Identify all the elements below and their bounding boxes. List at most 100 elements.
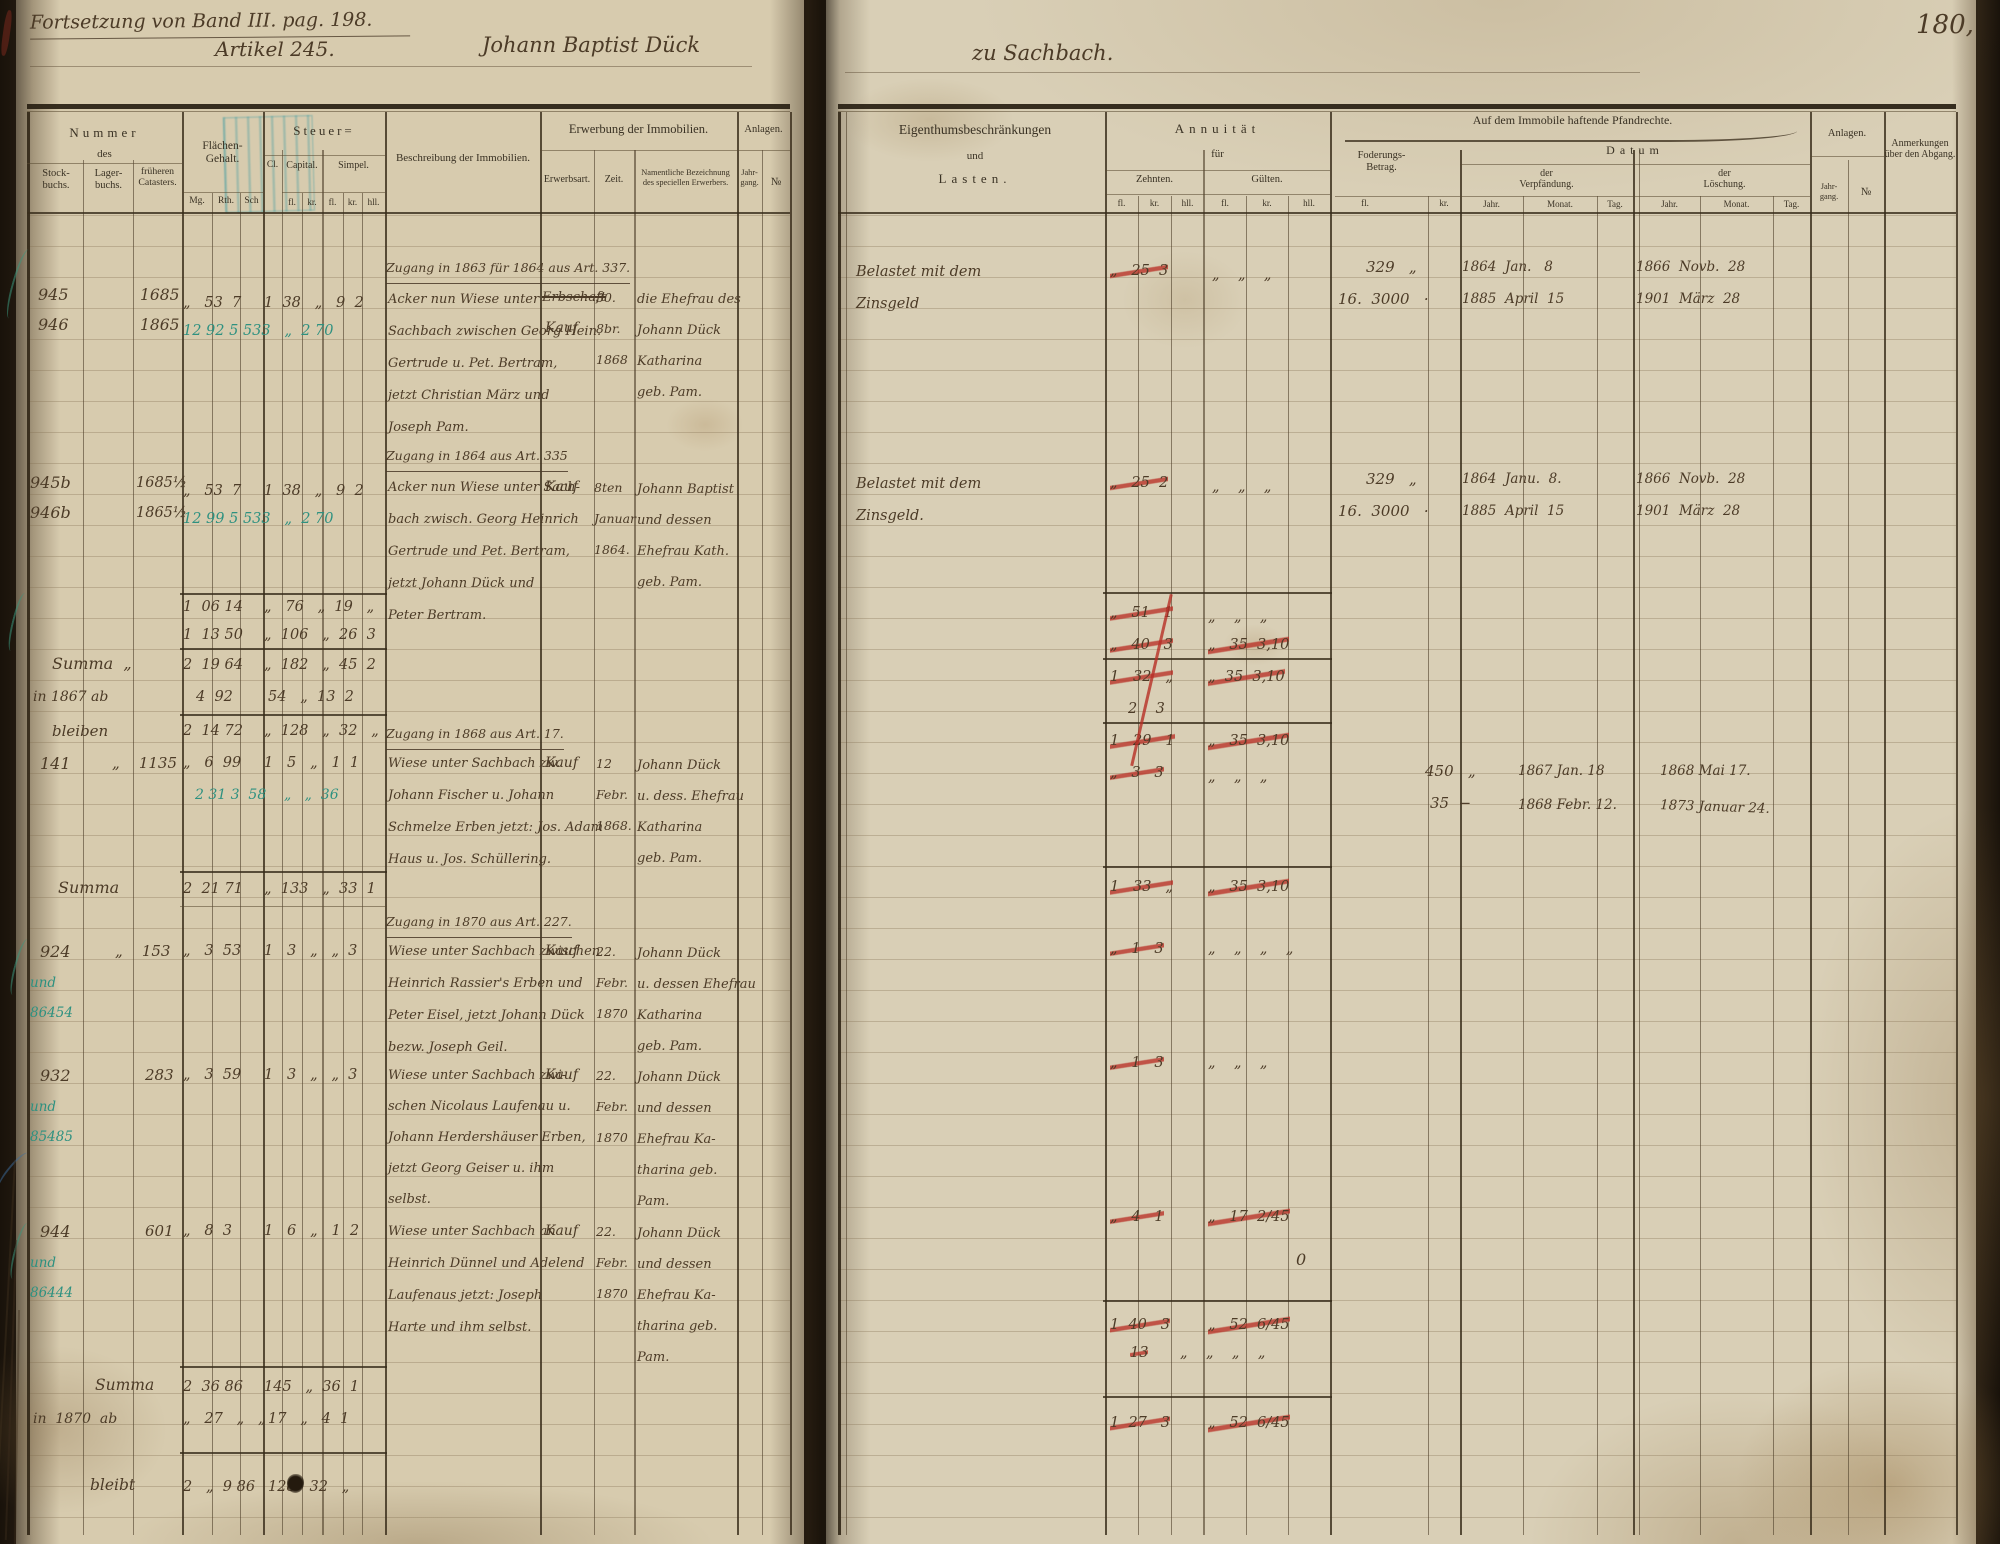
col-header-monat: Monat. bbox=[1547, 199, 1573, 209]
entry-guelten: „ „ „ bbox=[1212, 479, 1272, 495]
header-line bbox=[282, 192, 385, 194]
annuity-guelten: „ „ „ bbox=[1208, 769, 1268, 785]
header-line bbox=[263, 155, 385, 157]
column-line bbox=[133, 160, 135, 1535]
entry-cataster: 601 bbox=[145, 1222, 174, 1240]
col-header-hll: hll. bbox=[1303, 198, 1315, 208]
entry-erwerbsart-struck: Erbschaft bbox=[542, 290, 607, 305]
header-bottom-line bbox=[27, 212, 790, 215]
entry-erwerber: Johann Dück und dessen Ehefrau Ka- thari… bbox=[637, 1226, 721, 1365]
col-header-fl: fl. bbox=[1221, 198, 1229, 208]
entry-beschreibung: Acker nun Wiese unter Sach- bach zwisch.… bbox=[388, 480, 581, 623]
col-header-loeschung: der Löschung. bbox=[1703, 168, 1746, 191]
col-header-no: № bbox=[770, 176, 782, 188]
col-header-capital: Capital. bbox=[286, 160, 318, 171]
entry-erwerber: Johann Dück u. dess. Ehefrau Katharina g… bbox=[637, 758, 744, 866]
col-header-jahr: Jahr. bbox=[1483, 199, 1500, 209]
entry-stockbuch: 932 bbox=[40, 1066, 71, 1085]
column-line bbox=[594, 150, 596, 1535]
entry-loeschung-datum: 1901 März 28 bbox=[1636, 291, 1741, 307]
col-header-anlagen: Anlagen. bbox=[744, 124, 783, 135]
entry-cataster: 283 bbox=[145, 1066, 174, 1084]
ab-steuer: 54 „ 13 2 bbox=[268, 689, 354, 705]
header-line bbox=[1105, 194, 1330, 196]
bleibt-steuer: 128 32 „ bbox=[268, 1479, 350, 1495]
col-header-mg: Mg. bbox=[189, 196, 205, 206]
binding-gutter bbox=[770, 0, 870, 1544]
entry-steuer: 1 5 „ 1 1 bbox=[264, 755, 360, 771]
ab-label: in 1867 ab bbox=[33, 689, 109, 705]
column-line bbox=[302, 193, 304, 1535]
header-line bbox=[1105, 170, 1330, 172]
annuity-zehnten-struck: 1 33 „ bbox=[1110, 872, 1173, 903]
column-line bbox=[1597, 196, 1599, 1535]
entry-erwerber: die Ehefrau des Johann Dück Katharina ge… bbox=[637, 292, 741, 400]
summa-steuer: 145 „ 36 1 bbox=[264, 1379, 360, 1395]
column-line bbox=[362, 193, 364, 1535]
entry-foderung: 35 − bbox=[1430, 794, 1472, 812]
entry-cataster: 1685 1865 bbox=[140, 286, 180, 334]
col-header-hll: hll. bbox=[367, 197, 380, 207]
entry-steuer: 1 3 „ „ 3 bbox=[264, 943, 358, 959]
table-top-border bbox=[27, 104, 790, 109]
col-header-anmerkungen: Anmerkungen über den Abgang. bbox=[1884, 138, 1956, 161]
col-header-sch: Sch bbox=[244, 196, 259, 206]
annuity-zehnten-struck: „ 40 3 bbox=[1110, 630, 1173, 661]
sum-line bbox=[180, 714, 387, 717]
col-header-guelten: Gülten. bbox=[1251, 174, 1283, 185]
col-header-fl: fl. bbox=[288, 197, 296, 207]
annuity-zehnten-struck: 1 29 1 bbox=[1110, 726, 1175, 757]
sum-line bbox=[180, 648, 387, 651]
entry-erwerbsart: Kauf bbox=[545, 755, 579, 771]
col-header-hll: hll. bbox=[1181, 198, 1194, 208]
entry-verpfaendung-datum: 1864 Jan. 8 bbox=[1462, 259, 1553, 275]
entry-beschreibung: Wiese unter Sachbach zw. Johann Fischer … bbox=[388, 756, 603, 867]
column-line bbox=[1848, 160, 1850, 1535]
col-header-des: des bbox=[97, 148, 112, 160]
entry-stockbuch: 141 bbox=[40, 754, 71, 773]
sum-line bbox=[180, 1452, 387, 1455]
annuity-guelten-struck: „ 35 3,10 bbox=[1208, 726, 1290, 757]
entry-foderung: 450 „ bbox=[1425, 762, 1476, 780]
entry-foderung: 329 „ bbox=[1366, 258, 1417, 276]
col-header-beschreibung: Beschreibung der Immobilien. bbox=[395, 152, 531, 164]
entry-flaechen: „ 53 7 bbox=[183, 483, 242, 499]
column-line bbox=[1288, 196, 1290, 1535]
sum-line bbox=[180, 906, 387, 908]
header-line bbox=[27, 163, 182, 165]
col-header-annuitaet: Annuität bbox=[1174, 121, 1261, 136]
entry-loeschung-datum: 1873 Januar 24. bbox=[1659, 797, 1771, 817]
annuity-guelten: „ „ „ bbox=[1208, 609, 1268, 625]
sum-line bbox=[1103, 1396, 1332, 1399]
col-header-rth: Rth. bbox=[217, 196, 235, 206]
article-number: Artikel 245. bbox=[215, 37, 335, 61]
ab-flaechen: „ 27 „ „ bbox=[183, 1411, 266, 1427]
entry-erwerber: Johann Baptist und dessen Ehefrau Kath. … bbox=[637, 482, 734, 590]
col-header-verpfaendung: der Verpfändung. bbox=[1519, 168, 1574, 191]
header-line bbox=[1335, 196, 1460, 198]
summa-label: Summa bbox=[95, 1376, 155, 1394]
annuity-zehnten-struck: 13 bbox=[1130, 1338, 1149, 1369]
annuity-guelten: „ „ „ bbox=[1208, 1055, 1268, 1071]
column-line bbox=[322, 150, 324, 1535]
col-header-lagerbuchs: Lager- buchs. bbox=[94, 168, 123, 191]
annuity-guelten-struck: „ 35 3,10 bbox=[1208, 872, 1290, 903]
entry-correction-teal: 2 31 3 58 „ „ 36 bbox=[195, 787, 339, 803]
table-border bbox=[838, 112, 841, 1535]
entry-zeit: 12 Febr. 1868. bbox=[596, 756, 632, 833]
col-header-lasten-1: Eigenthumsbeschränkungen bbox=[898, 122, 1052, 137]
entry-cataster: „ 1135 bbox=[112, 754, 178, 772]
annuity-guelten: „ „ „ „ bbox=[1208, 941, 1294, 957]
bleiben-label: bleiben bbox=[52, 722, 109, 740]
entry-stockbuch: 945 946 bbox=[38, 285, 69, 334]
column-line bbox=[385, 112, 388, 1535]
table-top-border bbox=[838, 111, 1956, 113]
bleibt-flaechen: 2 „ 9 86 bbox=[183, 1479, 256, 1495]
summa-flaechen: 2 21 71 bbox=[183, 881, 243, 897]
ab-flaechen: 4 92 bbox=[196, 689, 233, 705]
col-header-kr: kr. bbox=[1149, 198, 1160, 208]
entry-loeschung-datum: 1866 Novb. 28 bbox=[1636, 471, 1746, 487]
col-header-zehnten: Zehnten. bbox=[1135, 174, 1174, 185]
entry-erwerbsart: Kauf bbox=[545, 943, 579, 959]
col-header-kr: kr. bbox=[1439, 198, 1449, 208]
